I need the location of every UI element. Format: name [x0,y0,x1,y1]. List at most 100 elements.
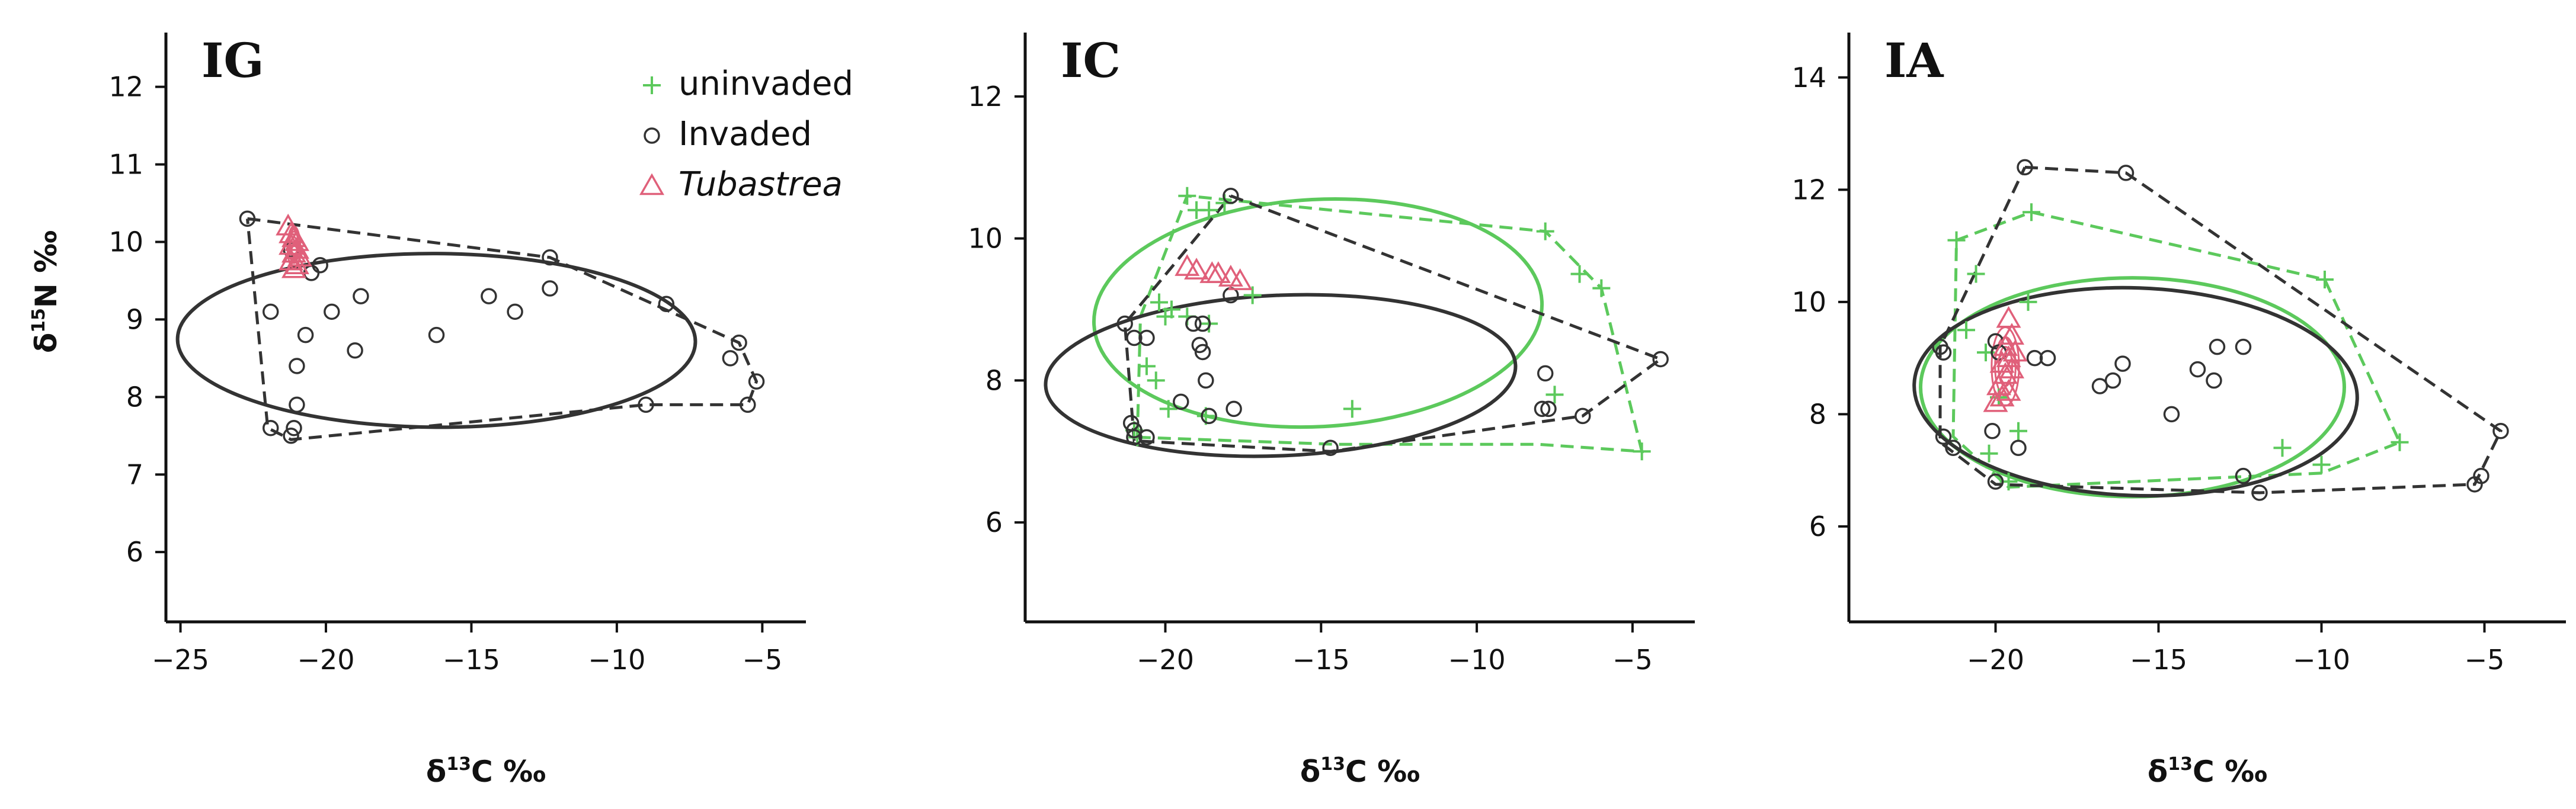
uninvaded-point [1570,265,1589,283]
x-tick-label: −10 [2293,644,2350,676]
invaded-point [2104,372,2121,389]
invaded-point [428,326,445,343]
invaded-point [2251,484,2268,501]
invaded-point [1126,329,1143,346]
invaded-point [1984,423,2001,439]
panel-label: IA [1884,33,1944,88]
invaded-point [289,358,305,374]
uninvaded-point [1147,371,1165,390]
uninvaded-point [2009,422,2027,440]
uninvaded-point [1592,279,1611,297]
invaded-point [283,428,299,444]
invaded-point [2114,355,2131,372]
x-tick-label: −25 [152,644,209,676]
uninvaded-point [2019,293,2037,311]
tubastrea-point [1184,258,1209,280]
tubastrea-point [1999,323,2025,345]
x-tick-label: −10 [588,644,645,676]
legend-label: Tubastrea [679,165,843,204]
invaded-point [1935,344,1952,361]
invaded-point [1201,407,1217,425]
invaded-point [347,342,363,359]
invaded-point [1575,407,1591,425]
invaded-point [1987,473,2004,490]
y-tick-label: 6 [1809,511,1826,542]
x-tick-label: −15 [2130,644,2187,676]
y-tick-label: 11 [108,149,143,181]
invaded-point [1225,400,1242,418]
invaded-point [481,288,497,304]
invaded-point [2235,467,2252,484]
x-tick-label: −5 [1612,644,1653,676]
invaded-point [2010,439,2027,456]
invaded-point [2235,338,2252,355]
uninvaded-point [1150,293,1168,312]
uninvaded-point [1159,400,1177,418]
x-tick-label: −5 [2465,644,2505,676]
y-axis-title: δ15N ‰ [28,230,63,353]
invaded-point [1126,422,1143,439]
invaded-point [722,350,739,367]
y-tick-label: 12 [1791,174,1826,206]
y-tick-label: 10 [1791,286,1826,318]
legend-marker-uninvaded [643,76,661,94]
y-tick-label: 6 [126,536,143,568]
invaded-point [1194,315,1211,332]
tubastrea-point [279,248,304,271]
legend-marker-tubastrea [639,173,665,195]
invaded-point [2026,349,2043,367]
x-tick-label: −20 [1967,644,2024,676]
uninvaded-point [1957,321,1975,339]
ellipse-invaded [175,252,697,429]
tubastrea-point [1992,362,2018,384]
y-tick-label: 6 [985,506,1003,538]
panel-ig: −25 −20 −15 −10 −5 6 7 8 9 10 11 12 δ13C ‰ δ15N ‰ IG [28,33,806,789]
invaded-point [2091,378,2108,394]
uninvaded-point [1967,265,1985,283]
invaded-point [2039,349,2056,367]
ellipse-invaded [1912,285,2359,498]
invaded-point [286,419,302,436]
invaded-point [1173,393,1189,410]
invaded-point [2206,372,2222,389]
tubastrea-point [1205,261,1231,283]
invaded-point [262,419,279,436]
invaded-point [1322,439,1339,457]
panel-ia: −20 −15 −10 −5 6 8 10 12 14 δ13C ‰ IA [1791,33,2566,789]
invaded-point [324,303,340,320]
invaded-point [2017,159,2033,176]
invaded-point [2209,338,2226,355]
uninvaded-point [1536,222,1554,240]
hull-invaded [1938,165,2503,495]
y-tick-label: 12 [108,71,143,103]
x-tick-label: −10 [1448,644,1506,676]
invaded-point [2492,423,2509,439]
panel-label: IG [201,33,264,88]
tubastrea-point [1996,306,2021,328]
x-tick-label: −5 [742,644,782,676]
x-tick-label: −20 [1137,644,1194,676]
tubastrea-point [1983,390,2008,412]
invaded-point [1223,187,1239,204]
uninvaded-point [1633,442,1651,461]
legend-label: uninvaded [679,65,853,103]
ellipse-invaded [1044,293,1518,458]
uninvaded-point [1137,357,1156,375]
invaded-point [1138,329,1155,346]
invaded-point [1191,336,1208,354]
x-tick-label: −15 [1292,644,1350,676]
invaded-point [353,288,369,304]
y-tick-label: 9 [126,303,143,335]
invaded-point [638,396,654,413]
tubastrea-point [279,233,304,255]
legend-marker-invaded [644,127,660,144]
y-tick-label: 8 [1809,398,1826,430]
invaded-point [1185,315,1202,332]
x-axis-title: δ13C ‰ [2148,754,2267,789]
panel-ic: −20 −15 −10 −5 6 8 10 12 δ13C ‰ IC [968,33,1695,789]
invaded-point [740,396,756,413]
invaded-point [1116,315,1133,332]
invaded-point [312,257,328,274]
y-tick-label: 10 [968,223,1003,255]
